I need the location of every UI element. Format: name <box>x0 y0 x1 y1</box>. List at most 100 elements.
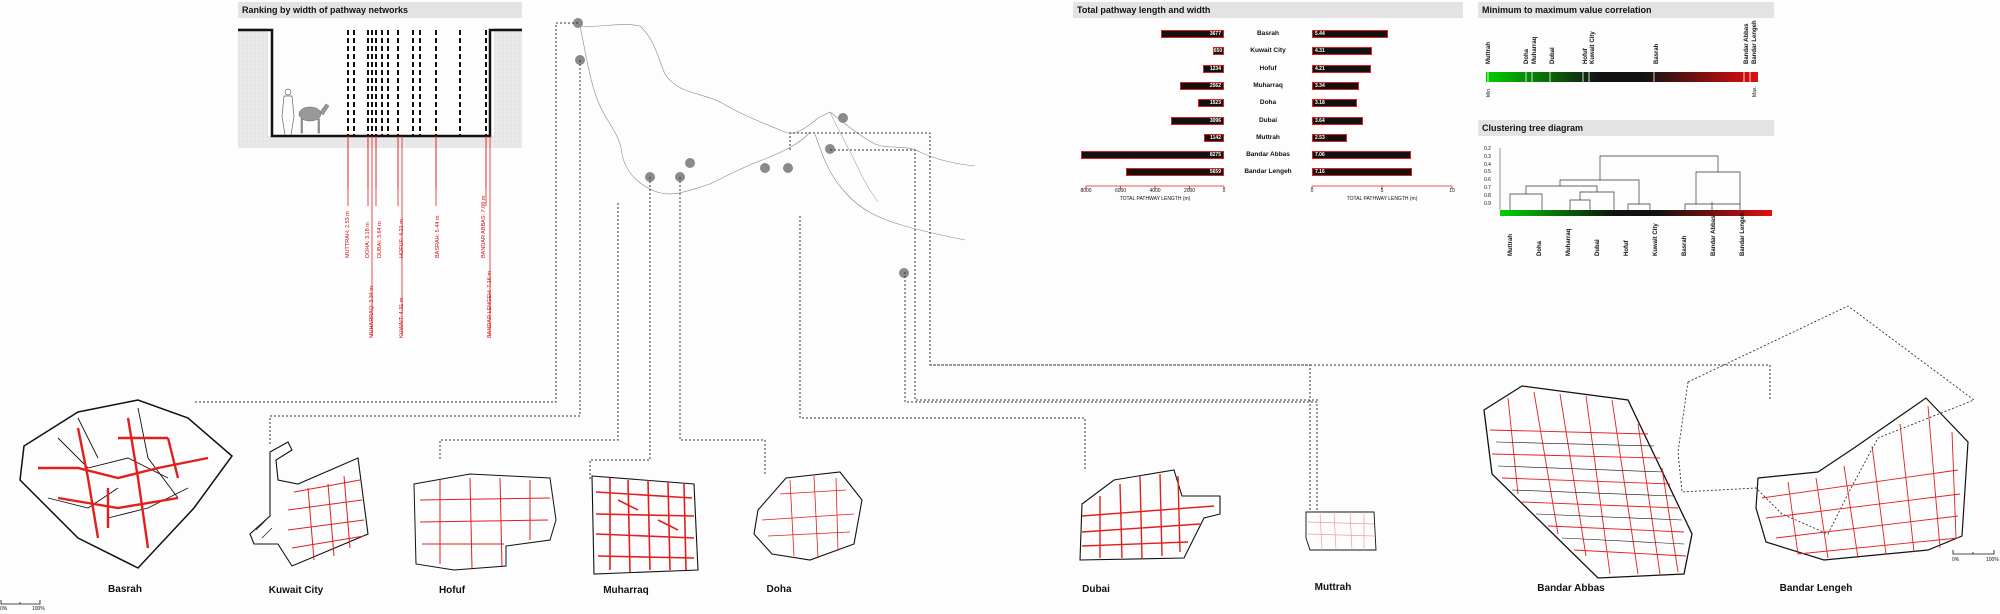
city-name-kuwait-city: Kuwait City <box>268 585 324 596</box>
donkey-figure <box>298 103 330 134</box>
width-bar: 7.06 <box>1312 151 1411 160</box>
city-name-dubai: Dubai <box>1082 584 1110 595</box>
city-name-bandar-abbas: Bandar Abbas <box>1537 583 1605 594</box>
cluster-leaf-muttrah: Muttrah <box>1508 234 1514 256</box>
left-tick-0: 0 <box>1222 188 1226 194</box>
city-name-bandar-lengeh: Bandar Lengeh <box>1779 583 1853 594</box>
city-plan-kuwait-city <box>249 441 369 567</box>
left-tick-2000: 2000 <box>1183 188 1196 194</box>
width-bar: 4.31 <box>1312 47 1373 56</box>
corr-label-dubai: Dubai <box>1550 47 1556 64</box>
gulf-coastline-map <box>573 18 976 278</box>
right-tick-0: 0 <box>1310 188 1314 194</box>
width-bar: 4.21 <box>1312 64 1371 73</box>
length-bar: 1142 <box>1204 133 1224 142</box>
scale-left-end: 100% <box>32 606 45 612</box>
length-bar: 3677 <box>1160 30 1224 38</box>
cluster-leaf-dubai: Dubai <box>1595 239 1601 256</box>
cluster-scale-label: 0.8 <box>1484 192 1491 199</box>
length-bar: 650 <box>1212 47 1224 56</box>
scale-left-start: 0% <box>0 606 8 612</box>
correlation-gradient-bar <box>1486 72 1758 82</box>
row-city-label: Bandar Lengeh <box>1244 168 1292 176</box>
city-plan-hofuf <box>413 473 557 571</box>
right-axis-label: TOTAL PATHWAY LENGTH (m) <box>1346 196 1418 202</box>
corr-min-label: Min. <box>1486 87 1492 97</box>
city-name-hofuf: Hofuf <box>438 585 466 596</box>
width-bar: 3.34 <box>1312 81 1359 90</box>
city-name-muttrah: Muttrah <box>1314 582 1352 593</box>
corr-label-basrah: Basrah <box>1654 43 1660 64</box>
city-plan-muttrah <box>1305 511 1377 551</box>
city-plan-doha <box>753 471 863 561</box>
corr-label-hofuf: Hofuf <box>1583 48 1589 64</box>
row-city-label: Hofuf <box>1259 64 1277 72</box>
width-bar: 3.64 <box>1312 116 1363 125</box>
row-city-label: Doha <box>1259 99 1277 107</box>
city-plan-basrah <box>19 399 234 569</box>
right-tick-10: 10 <box>1449 188 1455 194</box>
length-bar: 5659 <box>1126 168 1224 177</box>
scale-bar-left <box>0 600 41 605</box>
cluster-scale-label: 0.2 <box>1484 146 1491 152</box>
city-plan-bandar-abbas <box>1483 385 1693 579</box>
row-city-label: Muharraq <box>1253 81 1283 89</box>
corr-label-muttrah: Muttrah <box>1486 42 1492 64</box>
city-name-basrah: Basrah <box>108 584 142 595</box>
cluster-panel-title: Clustering tree diagram <box>1478 120 1774 136</box>
left-tick-6000: 6000 <box>1114 188 1127 194</box>
row-city-label: Dubai <box>1258 116 1278 124</box>
cluster-leaf-muharraq: Muharraq <box>1566 228 1572 256</box>
length-bar: 2562 <box>1179 81 1224 90</box>
scale-right-start: 0% <box>1952 557 1960 563</box>
length-bar: 1523 <box>1197 99 1224 108</box>
scale-bar-right <box>1952 550 1995 555</box>
row-city-label: Basrah <box>1256 30 1280 37</box>
scale-right-end: 100% <box>1986 557 1999 563</box>
cluster-leaf-doha: Doha <box>1537 241 1543 256</box>
ranking-section-diagram <box>238 28 522 188</box>
row-city-label: Kuwait City <box>1250 47 1286 55</box>
cluster-scale-label: 0.5 <box>1484 169 1491 176</box>
width-bar: 7.16 <box>1312 168 1413 177</box>
cluster-scale-label: 0.4 <box>1484 161 1491 168</box>
width-bar: 3.18 <box>1312 99 1357 108</box>
corr-label-bandar-lengeh: Bandar Lengeh <box>1752 20 1758 64</box>
city-plan-dubai <box>1079 469 1221 561</box>
left-tick-4000: 4000 <box>1149 188 1161 194</box>
ranking-panel-title: Ranking by width of pathway networks <box>238 2 522 18</box>
length-bar: 8275 <box>1081 151 1224 160</box>
corr-label-muharraq: Muharraq <box>1532 36 1538 64</box>
left-tick-8000: 8000 <box>1080 188 1092 194</box>
cluster-scale-label: 0.9 <box>1484 200 1491 207</box>
cluster-leaf-hofuf: Hofuf <box>1624 240 1630 256</box>
cluster-leaf-basrah: Basrah <box>1682 235 1688 256</box>
correlation-panel-title: Minimum to maximum value correlation <box>1478 2 1774 18</box>
width-bar: 5.44 <box>1312 30 1389 38</box>
length-axes <box>1085 185 1453 189</box>
width-bar: 2.53 <box>1312 133 1348 142</box>
cluster-scale-label: 0.7 <box>1484 185 1491 191</box>
ranking-leader-lines <box>347 136 491 336</box>
length-bar: 1234 <box>1202 64 1224 73</box>
cluster-leaf-kuwait-city: Kuwait City <box>1653 223 1659 256</box>
left-axis-label: TOTAL PATHWAY LENGTH (m) <box>1119 196 1191 202</box>
length-bar: 3096 <box>1170 116 1224 125</box>
right-tick-5: 5 <box>1380 188 1384 194</box>
row-city-label: Bandar Abbas <box>1246 151 1290 159</box>
person-figure <box>281 88 295 136</box>
cluster-dendrogram <box>1499 148 1772 216</box>
cluster-scale-label: 0.6 <box>1484 177 1491 184</box>
corr-max-label: Max. <box>1752 86 1758 97</box>
corr-label-doha: Doha <box>1524 49 1530 64</box>
length-panel-title: Total pathway length and width <box>1073 2 1463 18</box>
corr-label-bandar-abbas: Bandar Abbas <box>1744 23 1750 64</box>
row-city-label: Muttrah <box>1256 133 1280 141</box>
city-name-muharraq: Muharraq <box>603 585 649 596</box>
city-plan-bandar-lengeh <box>1677 305 1975 561</box>
cluster-leaf-bandar-lengeh: Bandar Lengeh <box>1740 212 1746 256</box>
cluster-scale-label: 0.3 <box>1484 153 1491 160</box>
city-plan-muharraq <box>591 475 699 575</box>
cluster-leaf-bandar-abbas: Bandar Abbas <box>1711 215 1717 256</box>
